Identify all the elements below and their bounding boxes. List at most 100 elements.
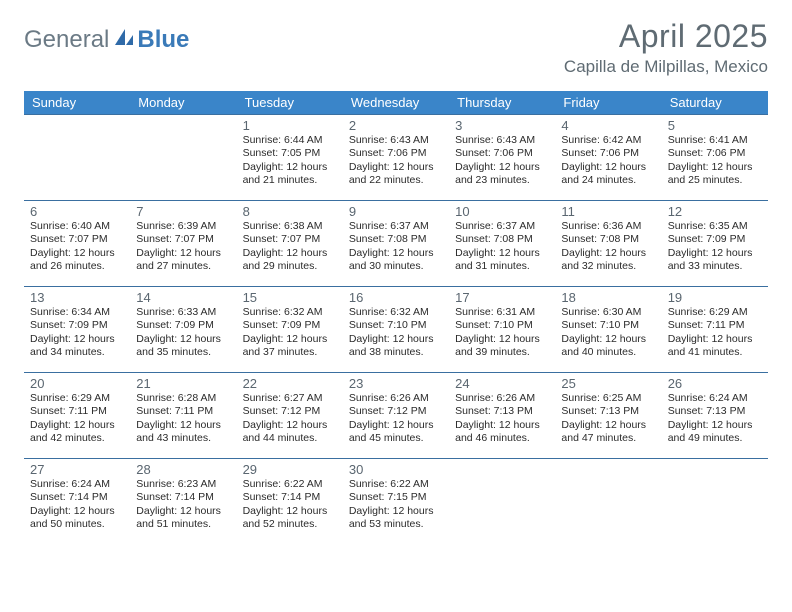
day-number: 27 [30, 462, 124, 477]
day-info: Sunrise: 6:25 AMSunset: 7:13 PMDaylight:… [561, 392, 655, 446]
calendar-day-cell: 3Sunrise: 6:43 AMSunset: 7:06 PMDaylight… [449, 115, 555, 201]
weekday-header: Tuesday [237, 91, 343, 115]
day-info: Sunrise: 6:39 AMSunset: 7:07 PMDaylight:… [136, 220, 230, 274]
day-number: 19 [668, 290, 762, 305]
day-info: Sunrise: 6:41 AMSunset: 7:06 PMDaylight:… [668, 134, 762, 188]
day-number: 15 [243, 290, 337, 305]
weekday-header: Wednesday [343, 91, 449, 115]
weekday-header: Thursday [449, 91, 555, 115]
day-number: 11 [561, 204, 655, 219]
calendar-day-cell: 18Sunrise: 6:30 AMSunset: 7:10 PMDayligh… [555, 287, 661, 373]
calendar-day-cell: 27Sunrise: 6:24 AMSunset: 7:14 PMDayligh… [24, 459, 130, 545]
calendar-day-cell: 16Sunrise: 6:32 AMSunset: 7:10 PMDayligh… [343, 287, 449, 373]
day-info: Sunrise: 6:27 AMSunset: 7:12 PMDaylight:… [243, 392, 337, 446]
day-info: Sunrise: 6:33 AMSunset: 7:09 PMDaylight:… [136, 306, 230, 360]
day-number: 26 [668, 376, 762, 391]
calendar-day-cell: 5Sunrise: 6:41 AMSunset: 7:06 PMDaylight… [662, 115, 768, 201]
day-info: Sunrise: 6:37 AMSunset: 7:08 PMDaylight:… [349, 220, 443, 274]
day-info: Sunrise: 6:29 AMSunset: 7:11 PMDaylight:… [668, 306, 762, 360]
day-info: Sunrise: 6:43 AMSunset: 7:06 PMDaylight:… [455, 134, 549, 188]
day-info: Sunrise: 6:26 AMSunset: 7:13 PMDaylight:… [455, 392, 549, 446]
calendar-day-cell: 11Sunrise: 6:36 AMSunset: 7:08 PMDayligh… [555, 201, 661, 287]
sail-icon [113, 26, 135, 54]
calendar-week-row: 1Sunrise: 6:44 AMSunset: 7:05 PMDaylight… [24, 115, 768, 201]
day-info: Sunrise: 6:38 AMSunset: 7:07 PMDaylight:… [243, 220, 337, 274]
day-info: Sunrise: 6:43 AMSunset: 7:06 PMDaylight:… [349, 134, 443, 188]
calendar-day-cell: 25Sunrise: 6:25 AMSunset: 7:13 PMDayligh… [555, 373, 661, 459]
day-number: 14 [136, 290, 230, 305]
calendar-day-cell: 24Sunrise: 6:26 AMSunset: 7:13 PMDayligh… [449, 373, 555, 459]
logo-text-general: General [24, 26, 109, 54]
calendar-day-cell: 8Sunrise: 6:38 AMSunset: 7:07 PMDaylight… [237, 201, 343, 287]
day-info: Sunrise: 6:24 AMSunset: 7:13 PMDaylight:… [668, 392, 762, 446]
day-info: Sunrise: 6:44 AMSunset: 7:05 PMDaylight:… [243, 134, 337, 188]
day-info: Sunrise: 6:30 AMSunset: 7:10 PMDaylight:… [561, 306, 655, 360]
day-info: Sunrise: 6:40 AMSunset: 7:07 PMDaylight:… [30, 220, 124, 274]
day-number: 25 [561, 376, 655, 391]
calendar-day-cell: 12Sunrise: 6:35 AMSunset: 7:09 PMDayligh… [662, 201, 768, 287]
day-info: Sunrise: 6:26 AMSunset: 7:12 PMDaylight:… [349, 392, 443, 446]
calendar-empty-cell [24, 115, 130, 201]
day-info: Sunrise: 6:37 AMSunset: 7:08 PMDaylight:… [455, 220, 549, 274]
day-number: 23 [349, 376, 443, 391]
day-info: Sunrise: 6:35 AMSunset: 7:09 PMDaylight:… [668, 220, 762, 274]
day-number: 2 [349, 118, 443, 133]
day-number: 18 [561, 290, 655, 305]
calendar-empty-cell [449, 459, 555, 545]
calendar-day-cell: 19Sunrise: 6:29 AMSunset: 7:11 PMDayligh… [662, 287, 768, 373]
calendar-day-cell: 23Sunrise: 6:26 AMSunset: 7:12 PMDayligh… [343, 373, 449, 459]
calendar-day-cell: 6Sunrise: 6:40 AMSunset: 7:07 PMDaylight… [24, 201, 130, 287]
day-number: 3 [455, 118, 549, 133]
calendar-week-row: 27Sunrise: 6:24 AMSunset: 7:14 PMDayligh… [24, 459, 768, 545]
header: General Blue April 2025 Capilla de Milpi… [24, 18, 768, 77]
calendar-day-cell: 10Sunrise: 6:37 AMSunset: 7:08 PMDayligh… [449, 201, 555, 287]
title-block: April 2025 Capilla de Milpillas, Mexico [564, 18, 768, 77]
calendar-empty-cell [662, 459, 768, 545]
day-info: Sunrise: 6:32 AMSunset: 7:10 PMDaylight:… [349, 306, 443, 360]
day-number: 30 [349, 462, 443, 477]
day-number: 1 [243, 118, 337, 133]
calendar-day-cell: 9Sunrise: 6:37 AMSunset: 7:08 PMDaylight… [343, 201, 449, 287]
calendar-day-cell: 26Sunrise: 6:24 AMSunset: 7:13 PMDayligh… [662, 373, 768, 459]
weekday-header: Sunday [24, 91, 130, 115]
day-number: 6 [30, 204, 124, 219]
day-info: Sunrise: 6:36 AMSunset: 7:08 PMDaylight:… [561, 220, 655, 274]
day-info: Sunrise: 6:34 AMSunset: 7:09 PMDaylight:… [30, 306, 124, 360]
calendar-header-row: SundayMondayTuesdayWednesdayThursdayFrid… [24, 91, 768, 115]
day-info: Sunrise: 6:22 AMSunset: 7:14 PMDaylight:… [243, 478, 337, 532]
day-info: Sunrise: 6:31 AMSunset: 7:10 PMDaylight:… [455, 306, 549, 360]
calendar-day-cell: 22Sunrise: 6:27 AMSunset: 7:12 PMDayligh… [237, 373, 343, 459]
day-info: Sunrise: 6:42 AMSunset: 7:06 PMDaylight:… [561, 134, 655, 188]
day-number: 29 [243, 462, 337, 477]
calendar-week-row: 6Sunrise: 6:40 AMSunset: 7:07 PMDaylight… [24, 201, 768, 287]
day-info: Sunrise: 6:32 AMSunset: 7:09 PMDaylight:… [243, 306, 337, 360]
logo: General Blue [24, 18, 189, 54]
day-number: 10 [455, 204, 549, 219]
day-number: 7 [136, 204, 230, 219]
day-number: 24 [455, 376, 549, 391]
day-number: 12 [668, 204, 762, 219]
day-number: 28 [136, 462, 230, 477]
day-info: Sunrise: 6:24 AMSunset: 7:14 PMDaylight:… [30, 478, 124, 532]
calendar-day-cell: 4Sunrise: 6:42 AMSunset: 7:06 PMDaylight… [555, 115, 661, 201]
calendar-day-cell: 7Sunrise: 6:39 AMSunset: 7:07 PMDaylight… [130, 201, 236, 287]
day-number: 5 [668, 118, 762, 133]
calendar-day-cell: 13Sunrise: 6:34 AMSunset: 7:09 PMDayligh… [24, 287, 130, 373]
weekday-header: Friday [555, 91, 661, 115]
title-month: April 2025 [564, 18, 768, 55]
calendar-day-cell: 20Sunrise: 6:29 AMSunset: 7:11 PMDayligh… [24, 373, 130, 459]
calendar-day-cell: 17Sunrise: 6:31 AMSunset: 7:10 PMDayligh… [449, 287, 555, 373]
day-number: 13 [30, 290, 124, 305]
calendar-day-cell: 1Sunrise: 6:44 AMSunset: 7:05 PMDaylight… [237, 115, 343, 201]
day-info: Sunrise: 6:28 AMSunset: 7:11 PMDaylight:… [136, 392, 230, 446]
calendar-day-cell: 29Sunrise: 6:22 AMSunset: 7:14 PMDayligh… [237, 459, 343, 545]
logo-text-blue: Blue [137, 26, 189, 54]
weekday-header: Saturday [662, 91, 768, 115]
day-info: Sunrise: 6:29 AMSunset: 7:11 PMDaylight:… [30, 392, 124, 446]
calendar-day-cell: 2Sunrise: 6:43 AMSunset: 7:06 PMDaylight… [343, 115, 449, 201]
day-info: Sunrise: 6:22 AMSunset: 7:15 PMDaylight:… [349, 478, 443, 532]
calendar-day-cell: 15Sunrise: 6:32 AMSunset: 7:09 PMDayligh… [237, 287, 343, 373]
title-location: Capilla de Milpillas, Mexico [564, 57, 768, 77]
day-number: 4 [561, 118, 655, 133]
calendar-day-cell: 14Sunrise: 6:33 AMSunset: 7:09 PMDayligh… [130, 287, 236, 373]
